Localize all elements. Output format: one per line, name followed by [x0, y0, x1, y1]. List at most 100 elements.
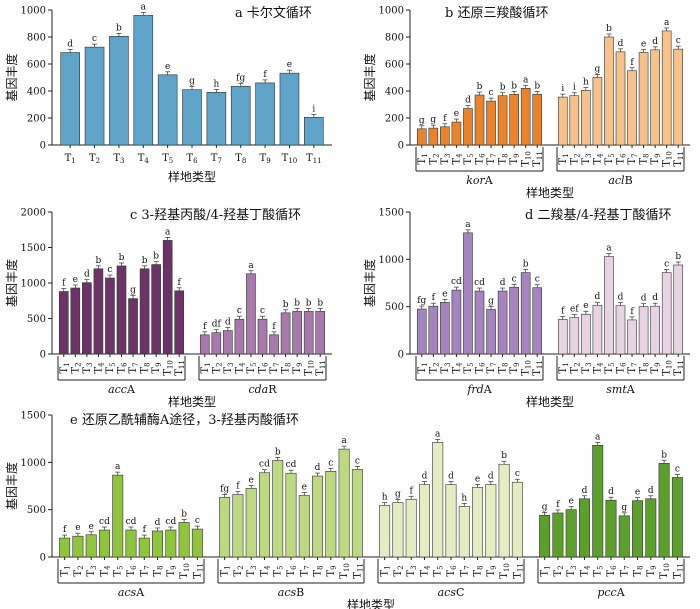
x-tick-label: T4 — [451, 153, 463, 165]
x-tick-label: T5 — [433, 565, 445, 576]
x-tick-label: T11 — [352, 563, 364, 579]
y-tick-label: 400 — [385, 87, 404, 98]
x-tick-label: T3 — [86, 565, 98, 576]
x-tick-label: T3 — [223, 362, 235, 373]
significance-label: d — [652, 37, 658, 47]
y-tick-label: 0 — [398, 350, 404, 361]
bar — [592, 77, 603, 146]
significance-label: d — [448, 472, 454, 482]
bar — [246, 273, 256, 355]
significance-label: d — [618, 39, 624, 49]
bar — [219, 497, 231, 558]
x-tick-label: T2 — [569, 362, 581, 373]
bar — [618, 515, 630, 558]
significance-label: b — [534, 81, 540, 91]
significance-label: f — [62, 279, 66, 289]
x-tick-label: T4 — [579, 565, 591, 577]
x-tick-label: T9 — [326, 565, 338, 576]
bar — [58, 291, 69, 355]
panel-title: b 还原三羧酸循环 — [445, 5, 548, 21]
significance-label: a — [435, 429, 441, 439]
significance-label: fg — [236, 73, 245, 83]
significance-label: e — [569, 497, 574, 507]
significance-label: b — [500, 83, 506, 93]
y-tick-label: 1000 — [21, 279, 46, 290]
bar — [557, 96, 568, 146]
significance-label: d — [155, 518, 161, 528]
bar — [157, 74, 178, 146]
x-tick-label: T5 — [593, 565, 605, 576]
x-tick-label: T11 — [673, 360, 685, 376]
significance-label: d — [608, 487, 614, 497]
bar — [59, 537, 71, 558]
significance-label: b — [96, 256, 102, 266]
x-tick-label: T2 — [393, 565, 405, 576]
panel-b: 0 200 400 600 800 1000 基因丰度 b 还原三羧酸循环 g T1 g T2 f T3 e… — [362, 5, 690, 200]
series-cdaR: f T1 df T2 d T3 c T4 a T5 c T6 f T7 b T8 b T9 b T10 b T11 cdaR — [198, 261, 327, 396]
bar — [565, 509, 577, 558]
bar — [604, 36, 614, 146]
significance-label: e — [583, 301, 588, 311]
significance-label: a — [465, 220, 471, 230]
bar — [627, 70, 637, 146]
significance-label: g — [189, 77, 195, 87]
x-tick-label: T2 — [553, 565, 565, 576]
x-axis-label: 样地类型 — [526, 185, 574, 200]
y-tick-label: 1500 — [379, 208, 404, 219]
significance-label: g — [542, 502, 548, 512]
x-tick-label: T1 — [558, 362, 570, 373]
x-tick-label: T11 — [174, 360, 186, 376]
x-axis-label: 样地类型 — [168, 169, 216, 184]
bar — [257, 318, 268, 355]
bar — [232, 494, 244, 558]
x-tick-label: T9 — [486, 565, 498, 576]
bar — [234, 318, 245, 355]
x-tick-label: T11 — [306, 153, 322, 165]
bar — [151, 264, 161, 355]
panel-e: 0 500 1000 1500 基因丰度 e 还原乙酰辅酶A途径，3-羟基丙酸循环 f T1 e… — [4, 411, 690, 609]
significance-label: c — [489, 88, 494, 98]
significance-label: b — [275, 447, 281, 457]
y-tick-label: 1500 — [21, 411, 46, 422]
significance-label: b — [306, 298, 312, 308]
x-tick-label: T3 — [440, 362, 452, 373]
significance-label: f — [630, 307, 634, 317]
x-tick-label: T1 — [59, 362, 71, 373]
x-tick-label: T5 — [463, 153, 475, 164]
significance-label: d — [500, 278, 506, 288]
x-tick-label: T9 — [292, 362, 304, 373]
significance-label: cd — [99, 517, 110, 527]
y-tick-label: 800 — [27, 33, 46, 44]
bar — [463, 108, 473, 146]
significance-label: c — [664, 260, 669, 270]
bar — [162, 240, 173, 355]
x-tick-label: T9 — [650, 362, 662, 373]
bar — [109, 36, 129, 146]
x-tick-label: T4 — [93, 362, 105, 374]
bar — [673, 264, 684, 355]
significance-label: d — [648, 486, 654, 496]
bar — [428, 127, 439, 146]
x-axis-label: 样地类型 — [347, 597, 395, 609]
bar — [211, 332, 222, 355]
bar — [133, 15, 154, 146]
series-frdA: fg T1 f T2 e T3 cd T4 a T5 cd T6 g T7 d T8 c T9 b T10 c T11 fr… — [415, 220, 544, 396]
group-label: acsA — [118, 586, 145, 599]
significance-label: b — [181, 509, 187, 519]
significance-label: e — [302, 482, 307, 492]
x-tick-label: T10 — [163, 360, 175, 376]
bar — [638, 306, 649, 355]
significance-label: d — [641, 294, 647, 304]
significance-label: e — [641, 40, 646, 50]
bar — [497, 95, 508, 146]
bar — [445, 484, 457, 558]
significance-label: a — [523, 75, 529, 85]
x-tick-label: T2 — [428, 153, 440, 164]
bar — [632, 500, 644, 558]
bar — [532, 94, 543, 146]
x-tick-label: T7 — [299, 565, 311, 576]
x-tick-label: T8 — [153, 565, 165, 576]
y-tick-label: 600 — [27, 60, 46, 71]
bar — [428, 305, 439, 355]
significance-label: c — [328, 458, 333, 468]
